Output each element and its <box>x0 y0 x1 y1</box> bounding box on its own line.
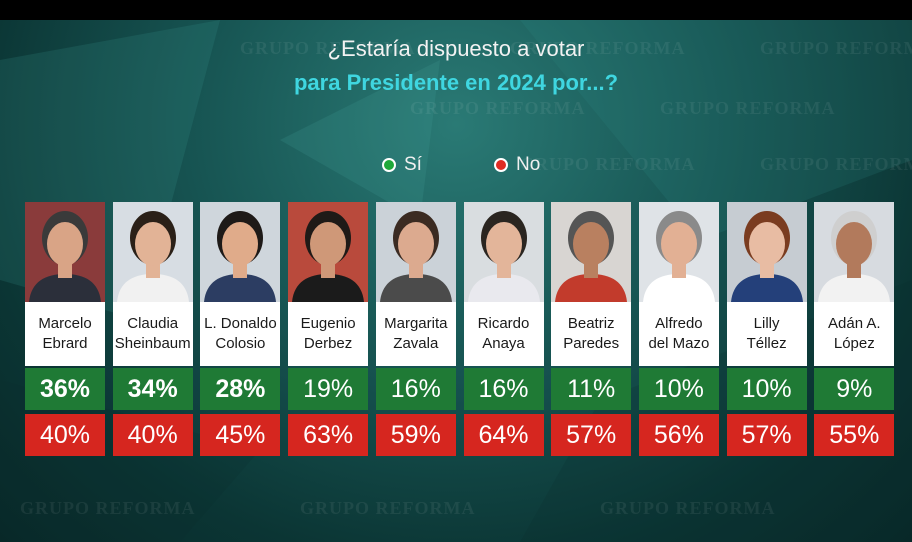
candidate-name: Adán A. López <box>814 302 895 366</box>
legend-item-si: Sí <box>382 154 422 176</box>
legend-label-si: Sí <box>404 154 422 175</box>
portrait-silhouette-icon <box>204 211 277 302</box>
candidate-name: Alfredo del Mazo <box>638 302 719 366</box>
chart-subtitle: para Presidente en 2024 por...? <box>293 70 619 95</box>
portrait-silhouette-icon <box>730 211 803 302</box>
watermark: GRUPO REFORMA <box>760 154 912 174</box>
candidate-name-line: Margarita <box>384 315 448 332</box>
portrait-silhouette-icon <box>467 211 540 302</box>
si-value-label: 36% <box>25 368 105 410</box>
candidate-name: Beatriz Paredes <box>551 302 632 366</box>
watermark: GRUPO REFORMA <box>760 38 912 58</box>
candidate-portrait <box>463 202 544 302</box>
watermark: GRUPO REFORMA <box>520 154 696 174</box>
no-value-label: 63% <box>288 414 369 456</box>
no-value-label: 59% <box>375 414 456 456</box>
no-value-label: 40% <box>112 414 193 456</box>
portrait-silhouette-icon <box>29 211 101 302</box>
candidate-name-line: L. Donaldo <box>204 315 277 332</box>
no-value-label: 55% <box>814 414 895 456</box>
si-value-label: 16% <box>463 368 544 410</box>
candidate-name-line: Adán A. <box>828 315 881 332</box>
green-dot-icon <box>382 158 396 172</box>
candidate-name-line: Marcelo <box>38 315 92 332</box>
portrait-silhouette-icon <box>379 211 452 302</box>
no-value-label: 57% <box>551 414 632 456</box>
watermark: GRUPO REFORMA <box>300 498 476 518</box>
si-value-label: 16% <box>375 368 456 410</box>
portrait-silhouette-icon <box>818 211 891 302</box>
candidate-name-line: Lilly <box>753 315 780 332</box>
candidate-name-line: Alfredo <box>655 315 703 332</box>
red-dot-icon <box>494 158 508 172</box>
candidate-name-line: Ebrard <box>42 335 88 352</box>
portrait-silhouette-icon <box>642 211 715 302</box>
legend: Sí No <box>0 154 912 178</box>
candidate-portrait <box>551 202 632 302</box>
candidate-name: Lilly Téllez <box>726 302 807 366</box>
si-value-label: 19% <box>288 368 369 410</box>
si-value-label: 10% <box>638 368 719 410</box>
portrait-silhouette-icon <box>116 211 189 302</box>
watermark: GRUPO REFORMA <box>410 98 586 118</box>
chart-title: ¿Estaría dispuesto a votar <box>327 36 585 61</box>
candidate-name: Ricardo Anaya <box>463 302 544 366</box>
candidate-portrait <box>25 202 105 302</box>
watermark: GRUPO REFORMA <box>240 38 416 58</box>
watermark: GRUPO REFORMA <box>660 98 836 118</box>
candidate-name-line: Derbez <box>303 335 353 352</box>
candidate-name-line: Eugenio <box>300 315 356 332</box>
legend-label-no: No <box>516 154 541 175</box>
top-black-bar <box>0 0 912 20</box>
candidate-name: L. Donaldo Colosio <box>200 302 281 366</box>
candidate-name: Eugenio Derbez <box>288 302 369 366</box>
candidate-portrait <box>375 202 456 302</box>
si-value-label: 28% <box>200 368 281 410</box>
candidate-portrait <box>200 202 281 302</box>
watermark: GRUPO REFORMA <box>600 498 776 518</box>
no-value-label: 57% <box>726 414 807 456</box>
candidate-name: Marcelo Ebrard <box>25 302 105 366</box>
candidate-name-line: del Mazo <box>648 335 710 352</box>
candidate-name-line: Téllez <box>746 335 787 352</box>
si-value-label: 34% <box>112 368 193 410</box>
candidate-name-line: Sheinbaum <box>114 335 191 352</box>
candidate-portrait <box>288 202 369 302</box>
no-value-label: 64% <box>463 414 544 456</box>
candidate-name-line: Zavala <box>393 335 439 352</box>
candidate-name-line: Claudia <box>127 315 179 332</box>
candidate-name: Margarita Zavala <box>375 302 456 366</box>
watermark: GRUPO REFORMA <box>20 498 196 518</box>
si-value-label: 9% <box>814 368 895 410</box>
candidate-portrait <box>814 202 895 302</box>
si-value-label: 11% <box>551 368 632 410</box>
watermark: GRUPO REFORMA <box>510 38 686 58</box>
candidate-name-line: Paredes <box>563 335 620 352</box>
candidate-name: Claudia Sheinbaum <box>112 302 193 366</box>
legend-item-no: No <box>494 154 540 176</box>
candidate-name-line: Ricardo <box>477 315 530 332</box>
si-value-label: 10% <box>726 368 807 410</box>
candidate-name-line: López <box>833 335 875 352</box>
portrait-silhouette-icon <box>292 211 365 302</box>
candidate-name-line: Colosio <box>215 335 266 352</box>
no-value-label: 45% <box>200 414 281 456</box>
no-value-label: 56% <box>638 414 719 456</box>
candidate-name-line: Anaya <box>482 335 525 352</box>
no-value-label: 40% <box>25 414 105 456</box>
candidate-name-line: Beatriz <box>567 315 615 332</box>
candidate-portrait <box>112 202 193 302</box>
candidate-portrait <box>726 202 807 302</box>
candidate-portrait <box>638 202 719 302</box>
portrait-silhouette-icon <box>555 211 628 302</box>
